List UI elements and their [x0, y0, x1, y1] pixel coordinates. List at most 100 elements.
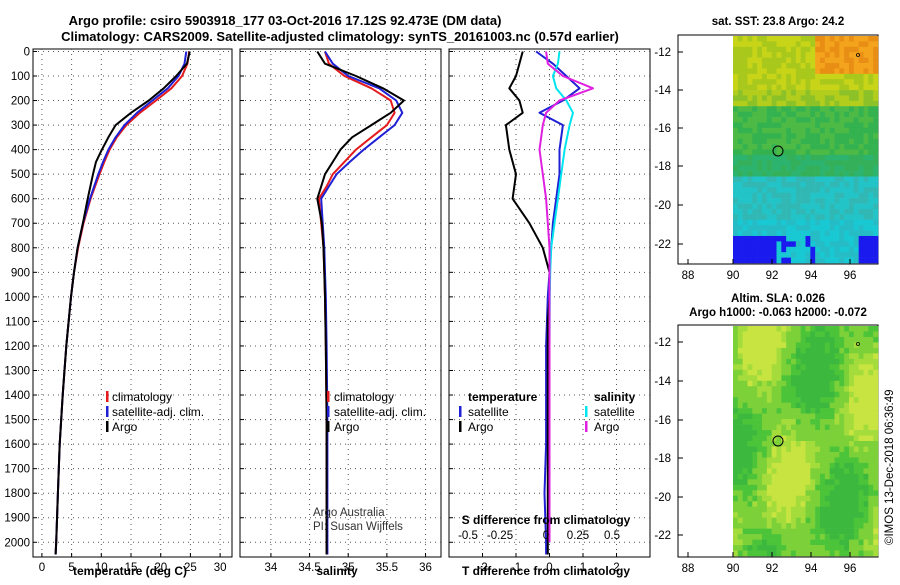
map-cell [795, 84, 801, 91]
map-cell [829, 430, 835, 436]
map-cell [762, 490, 768, 497]
map-cell [863, 364, 869, 371]
map-cell [858, 539, 864, 546]
map-cell [815, 208, 821, 215]
map-cell [781, 149, 787, 156]
map-cell [752, 138, 758, 145]
map-cell [762, 68, 768, 75]
map-cell [858, 479, 864, 486]
map-cell [733, 380, 739, 387]
map-cell [781, 484, 787, 491]
map-cell [791, 214, 797, 221]
lat-tick-label: -16 [654, 415, 671, 427]
map-cell [776, 133, 782, 139]
map-cell [824, 57, 830, 64]
map-cell [737, 457, 743, 464]
x-tick-label: 30 [214, 562, 227, 574]
map-cell [737, 41, 743, 48]
map-cell [834, 545, 840, 551]
map-cell [824, 149, 830, 156]
map-cell [834, 430, 840, 436]
map-cell [805, 501, 811, 508]
map-cell [737, 154, 743, 161]
map-cell [776, 468, 782, 475]
map-cell [781, 451, 787, 458]
map-cell [766, 106, 772, 112]
map-cell [795, 397, 801, 403]
map-cell [824, 386, 830, 393]
map-cell [747, 106, 753, 112]
map-cell [742, 171, 748, 177]
map-cell [805, 386, 811, 393]
map-cell [839, 257, 845, 264]
map-cell [853, 90, 859, 96]
map-cell [742, 528, 748, 535]
map-cell [839, 36, 845, 42]
map-cell [829, 490, 835, 497]
map-cell [762, 495, 768, 502]
map-cell [849, 430, 855, 436]
map-cell [762, 63, 768, 69]
map-cell [858, 117, 864, 123]
map-cell [844, 441, 850, 447]
map-cell [868, 41, 874, 48]
map-cell [824, 413, 830, 420]
map-cell [849, 550, 855, 557]
map-cell [786, 523, 792, 529]
map-cell [742, 127, 748, 134]
map-cell [853, 68, 859, 75]
map-cell [781, 63, 787, 69]
map-cell [873, 133, 879, 139]
map-cell [873, 446, 879, 453]
map-cell [839, 380, 845, 387]
legend-label-satellite: satellite-adj. clim. [334, 405, 426, 419]
map-cell [863, 111, 869, 118]
map-cell [771, 375, 777, 382]
map-cell [742, 419, 748, 425]
map-cell [795, 402, 801, 409]
map-cell [795, 241, 801, 248]
map-cell [766, 100, 772, 107]
map-cell [844, 375, 850, 382]
map-cell [868, 181, 874, 188]
map-cell [781, 336, 787, 343]
map-cell [781, 419, 787, 425]
map-cell [791, 84, 797, 91]
map-cell [844, 342, 850, 349]
map-cell [820, 364, 826, 371]
map-cell [815, 353, 821, 360]
map-cell [766, 342, 772, 349]
map-cell [757, 100, 763, 107]
map-cell [795, 419, 801, 425]
map-cell [853, 63, 859, 69]
map-cell [766, 36, 772, 42]
map-cell [820, 430, 826, 436]
legend-label-climatology: climatology [334, 390, 394, 404]
map-cell [791, 512, 797, 518]
map-cell [824, 353, 830, 360]
map-cell [762, 225, 768, 231]
map-cell [853, 539, 859, 546]
map-cell [762, 176, 768, 183]
map-cell [844, 122, 850, 129]
map-cell [858, 397, 864, 403]
map-cell [853, 545, 859, 551]
map-cell [742, 402, 748, 409]
map-cell [791, 79, 797, 85]
map-cell [781, 133, 787, 139]
map-cell [742, 176, 748, 183]
map-cell [766, 63, 772, 69]
map-cell [747, 203, 753, 210]
map-cell [781, 331, 787, 338]
map-cell [820, 203, 826, 210]
map-cell [873, 230, 879, 237]
map-cell [762, 501, 768, 508]
map-cell [800, 484, 806, 491]
map-cell [820, 331, 826, 338]
map-cell [752, 523, 758, 529]
map-cell [805, 160, 811, 167]
map-cell [844, 252, 850, 258]
map-cell [868, 484, 874, 491]
map-cell [810, 473, 816, 480]
map-cell [810, 375, 816, 382]
